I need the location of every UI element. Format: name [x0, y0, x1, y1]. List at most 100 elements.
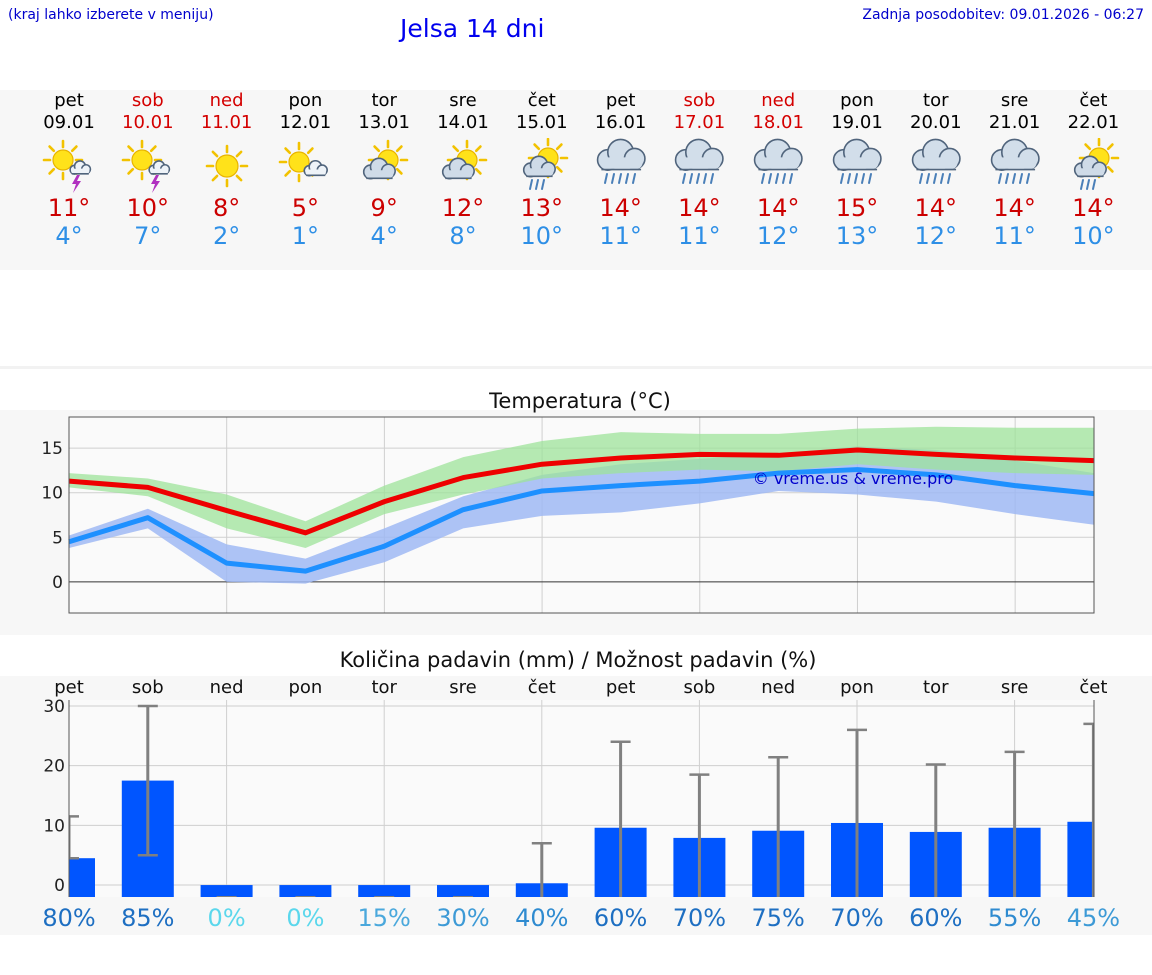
- y-tick-label: 15: [41, 439, 63, 459]
- temp-max: 15°: [835, 194, 879, 222]
- temp-max: 9°: [370, 194, 398, 222]
- y-tick-label: 10: [41, 484, 63, 504]
- day-column: čet 22.01 14° 10°: [1053, 90, 1133, 250]
- cloud-shape: [596, 138, 646, 171]
- precipitation-chart-title: Količina padavin (mm) / Možnost padavin …: [340, 648, 817, 672]
- y-tick-label: 20: [43, 757, 65, 777]
- watermark: © vreme.us & vreme.pro: [753, 469, 954, 488]
- precip-probability: 70%: [673, 904, 726, 932]
- temp-max: 8°: [212, 194, 241, 222]
- day-column: sob 10.01 10° 7°: [108, 90, 188, 250]
- day-date: 16.01: [594, 112, 647, 133]
- temp-min: 12°: [914, 222, 958, 250]
- rain-drops: [528, 179, 545, 190]
- precip-probability: 75%: [752, 904, 805, 932]
- temp-min: 13°: [835, 222, 879, 250]
- temp-max: 14°: [756, 194, 800, 222]
- min-temp-line: [68, 467, 1095, 574]
- day-name: pon: [288, 90, 323, 111]
- cloud-rain-icon: [675, 138, 725, 184]
- temp-max: 10°: [126, 194, 170, 222]
- x-category-label: sob: [132, 677, 164, 698]
- precip-bar: [1067, 821, 1094, 897]
- cloud-shape: [148, 160, 171, 175]
- rain-drops: [1080, 179, 1097, 190]
- day-name: sre: [1000, 90, 1029, 111]
- day-column: čet 15.01 13° 10°: [502, 90, 582, 250]
- min-temp-range-band: [69, 446, 1094, 584]
- sun-icon: [205, 144, 248, 188]
- day-column: ned 11.01 8° 2°: [187, 90, 267, 250]
- x-category-label: tor: [371, 677, 397, 698]
- precip-probability: 0%: [286, 904, 324, 932]
- day-column: sob 17.01 14° 11°: [659, 90, 739, 250]
- day-name: sob: [683, 90, 716, 111]
- temp-max: 11°: [47, 194, 91, 222]
- day-name: ned: [209, 90, 244, 111]
- day-date: 19.01: [831, 112, 883, 133]
- day-column: sre 21.01 14° 11°: [975, 90, 1055, 250]
- day-column: tor 13.01 9° 4°: [344, 90, 424, 250]
- sun-disc: [214, 154, 239, 178]
- sun-disc: [52, 149, 74, 171]
- day-name: sob: [131, 90, 164, 111]
- day-name: tor: [923, 90, 949, 111]
- day-date: 20.01: [910, 112, 962, 133]
- day-date: 14.01: [437, 112, 489, 133]
- day-date: 18.01: [752, 112, 804, 133]
- cloud-rain-icon: [596, 138, 646, 184]
- temp-min: 1°: [291, 222, 320, 250]
- temp-min: 7°: [134, 222, 162, 250]
- day-name: čet: [1079, 90, 1108, 111]
- page-title: Jelsa 14 dni: [400, 14, 545, 43]
- x-category-label: pet: [54, 677, 84, 698]
- max-temp-line: [68, 447, 1095, 536]
- y-tick-label: 0: [54, 876, 65, 896]
- sun-cloud-icon: [363, 139, 409, 181]
- temp-max: 5°: [291, 194, 320, 222]
- x-category-label: tor: [923, 677, 949, 698]
- temp-min: 2°: [212, 222, 241, 250]
- day-name: ned: [761, 90, 796, 111]
- lightning-bolt: [72, 175, 81, 193]
- temp-min: 11°: [599, 222, 642, 250]
- cloud-rain-icon: [832, 138, 882, 184]
- day-date: 12.01: [279, 112, 332, 133]
- day-column: pet 09.01 11° 4°: [29, 90, 109, 250]
- forecast-band: [0, 90, 1152, 270]
- day-name: pet: [54, 90, 84, 111]
- day-column: pon 19.01 15° 13°: [817, 90, 897, 250]
- rain-drops: [840, 173, 872, 184]
- precip-bar: [358, 885, 411, 897]
- x-category-label: čet: [1079, 677, 1107, 698]
- sun-cloud-icon: [441, 139, 488, 181]
- section-divider: [0, 366, 1152, 369]
- temp-min: 10°: [1072, 222, 1115, 250]
- day-date: 17.01: [673, 112, 726, 133]
- cloud-shape: [303, 159, 329, 177]
- day-name: pet: [605, 90, 636, 111]
- cloud-shape: [753, 138, 803, 171]
- temp-max: 14°: [993, 194, 1036, 222]
- temperature-chart-title: Temperatura (°C): [488, 389, 671, 413]
- day-column: sre 14.01 12° 8°: [423, 90, 503, 250]
- day-column: tor 20.01 14° 12°: [896, 90, 976, 250]
- lightning-bolt: [150, 175, 160, 193]
- precip-probability: 80%: [42, 904, 95, 932]
- y-tick-label: 30: [43, 697, 65, 717]
- cloud-shape: [522, 155, 556, 178]
- hint-text[interactable]: (kraj lahko izberete v meniju): [8, 7, 214, 23]
- precip-bar: [437, 885, 489, 897]
- x-category-label: čet: [528, 677, 556, 698]
- precip-probability: 0%: [208, 904, 246, 932]
- temp-max: 12°: [441, 194, 485, 222]
- sun-cloud-thunder-icon: [121, 139, 171, 193]
- temp-max: 14°: [1072, 194, 1115, 222]
- cloud-shape: [832, 138, 882, 171]
- x-category-label: sre: [449, 677, 476, 698]
- day-column: pet 16.01 14° 11°: [581, 90, 661, 250]
- rain-drops: [682, 173, 715, 184]
- precip-probability: 60%: [909, 904, 962, 932]
- precip-bar: [279, 885, 332, 897]
- temp-min: 11°: [678, 222, 721, 250]
